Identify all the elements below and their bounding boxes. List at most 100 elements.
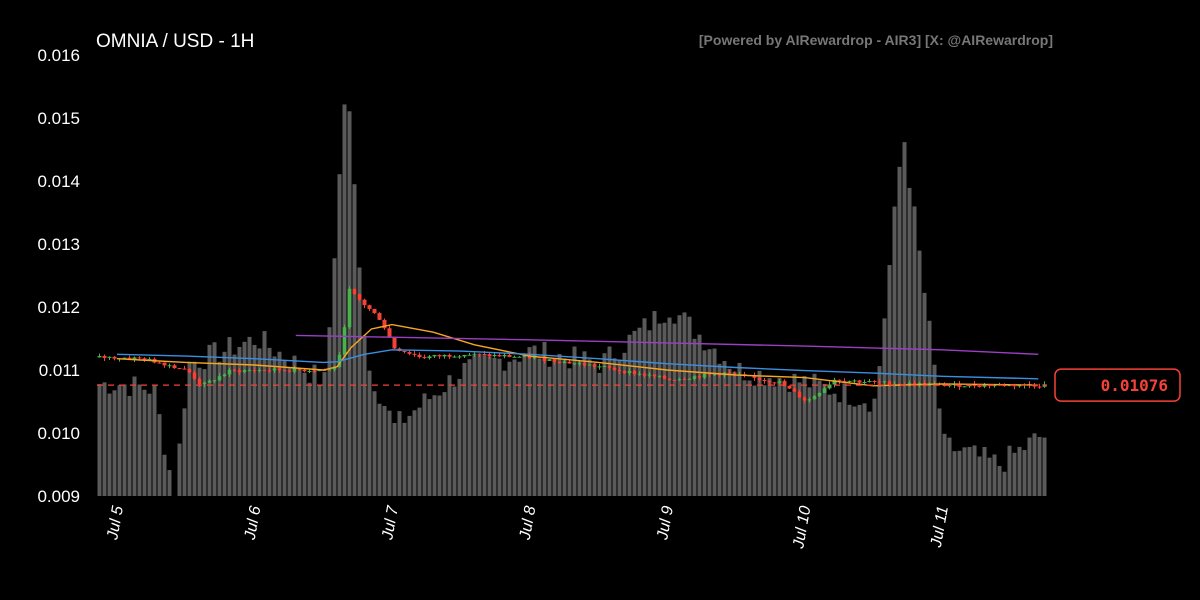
candle-body	[247, 370, 252, 372]
candle-body	[287, 370, 292, 372]
volume-bar	[837, 402, 842, 496]
candle-body	[867, 381, 872, 383]
volume-bar	[987, 457, 992, 496]
volume-bar	[732, 371, 737, 496]
y-tick-label: 0.010	[37, 424, 80, 443]
volume-bar	[107, 393, 112, 496]
candle-body	[762, 380, 767, 382]
volume-bar	[282, 360, 287, 496]
volume-bar	[802, 376, 807, 496]
last-price-value: 0.01076	[1101, 376, 1168, 395]
candle-body	[1032, 385, 1037, 387]
volume-bar	[252, 344, 257, 496]
volume-bar	[472, 355, 477, 496]
candle-body	[122, 357, 127, 359]
x-axis-ticks: Jul 5 Jul 6 Jul 7 Jul 8 Jul 9 Jul 10 Jul 11	[104, 504, 952, 551]
volume-bar	[572, 346, 577, 496]
candle-body	[107, 356, 112, 358]
volume-bar	[1027, 437, 1032, 496]
candle-body	[657, 375, 662, 377]
x-tick-label: Jul 7	[379, 504, 402, 542]
candle-body	[632, 370, 637, 375]
candle-body	[502, 355, 507, 357]
volume-bar	[167, 470, 172, 496]
candle-body	[797, 391, 802, 398]
volume-bar	[817, 380, 822, 496]
candle-body	[297, 368, 302, 370]
volume-bar	[1007, 445, 1012, 496]
volume-bar	[592, 363, 597, 496]
volume-bar	[222, 351, 227, 496]
volume-bar	[337, 174, 342, 496]
candle-body	[887, 381, 892, 385]
candle-body	[872, 381, 877, 383]
candle-body	[102, 355, 107, 358]
volume-bar	[717, 363, 722, 496]
candle-body	[652, 374, 657, 377]
candle-body	[992, 385, 997, 387]
volume-bar	[862, 403, 867, 496]
volume-bar	[117, 385, 122, 496]
volume-bars	[97, 104, 1047, 497]
candle-body	[372, 308, 377, 314]
volume-bar	[722, 361, 727, 496]
candle-body	[677, 379, 682, 381]
volume-bar	[827, 394, 832, 496]
volume-bar	[332, 258, 337, 496]
candle-body	[312, 370, 317, 372]
candle-body	[482, 353, 487, 355]
moving-average-lines	[116, 323, 1039, 387]
volume-bar	[322, 372, 327, 496]
candle-body	[552, 359, 557, 362]
candle-body	[487, 354, 492, 357]
volume-bar	[452, 386, 457, 496]
candle-body	[847, 380, 852, 382]
candle-body	[782, 381, 787, 386]
candle-body	[157, 362, 162, 364]
candle-body	[617, 369, 622, 371]
volume-bar	[237, 346, 242, 496]
candle-body	[197, 378, 202, 385]
volume-bar	[177, 443, 182, 496]
candle-body	[517, 356, 522, 358]
candle-body	[812, 396, 817, 400]
candle-body	[252, 370, 257, 372]
volume-bar	[437, 395, 442, 496]
volume-bar	[272, 356, 277, 496]
candle-body	[317, 370, 322, 372]
candle-body	[982, 384, 987, 387]
volume-bar	[852, 406, 857, 496]
candle-body	[547, 359, 552, 361]
candle-body	[427, 356, 432, 359]
volume-bar	[877, 366, 882, 496]
volume-bar	[432, 395, 437, 496]
y-tick-label: 0.013	[37, 235, 80, 254]
candle-body	[687, 378, 692, 380]
candle-body	[877, 381, 882, 383]
volume-bar	[582, 351, 587, 496]
last-price-badge-box	[1054, 368, 1181, 402]
volume-bar	[687, 316, 692, 496]
volume-bar	[962, 447, 967, 496]
candle-body	[277, 368, 282, 371]
volume-bar	[457, 378, 462, 496]
volume-bar	[207, 344, 212, 496]
candle-body	[272, 368, 277, 371]
volume-bar	[187, 361, 192, 496]
volume-bar	[672, 323, 677, 496]
volume-bar	[182, 408, 187, 496]
candle-body	[857, 380, 862, 383]
candle-body	[627, 370, 632, 374]
volume-bar	[552, 358, 557, 496]
candle-body	[642, 373, 647, 376]
volume-bar	[692, 338, 697, 496]
volume-bar	[122, 384, 127, 496]
candle-body	[227, 369, 232, 375]
candle-body	[637, 373, 642, 375]
volume-bar	[967, 446, 972, 496]
volume-bar	[412, 410, 417, 496]
volume-bar	[647, 330, 652, 496]
volume-bar	[657, 323, 662, 496]
volume-bar	[932, 364, 937, 496]
